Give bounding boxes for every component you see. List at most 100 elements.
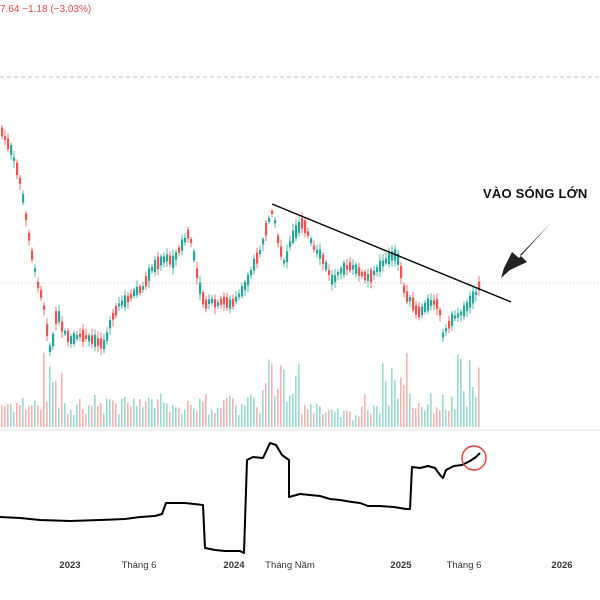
candle-body xyxy=(379,260,382,272)
candle-body xyxy=(76,335,79,339)
volume-bar xyxy=(268,359,270,427)
volume-bar xyxy=(388,405,390,427)
arrow-icon xyxy=(501,223,551,278)
candle-body xyxy=(61,321,64,332)
candle-body xyxy=(145,276,148,287)
candle-body xyxy=(130,293,133,299)
volume-bar xyxy=(379,412,381,427)
highlight-circle xyxy=(461,445,487,471)
candle-body xyxy=(172,255,175,269)
candle-body xyxy=(40,290,43,298)
volume-bar xyxy=(253,397,255,427)
candle-body xyxy=(115,305,118,316)
volume-bar xyxy=(316,403,318,427)
candle-body xyxy=(424,302,427,312)
candle-body xyxy=(475,291,478,295)
candle-body xyxy=(457,313,460,318)
volume-bar xyxy=(235,405,237,427)
volume-bar xyxy=(139,398,141,427)
volume-bar xyxy=(61,372,63,427)
candle-body xyxy=(4,136,7,140)
volume-bar xyxy=(7,404,9,427)
volume-bar xyxy=(394,380,396,427)
candle-body xyxy=(109,320,112,329)
volume-bar xyxy=(370,413,372,427)
candle-body xyxy=(67,330,70,342)
volume-bar xyxy=(175,407,177,427)
candle-body xyxy=(403,285,406,293)
candle-body xyxy=(64,330,67,335)
volume-bar xyxy=(310,404,312,427)
candle-body xyxy=(211,298,214,303)
volume-bar xyxy=(205,394,207,427)
volume-bar xyxy=(313,413,315,427)
candle-body xyxy=(16,162,19,176)
volume-bar xyxy=(217,407,219,427)
volume-bar xyxy=(109,399,111,427)
volume-bar xyxy=(145,401,147,427)
volume-bar xyxy=(97,405,99,427)
volume-bar xyxy=(238,414,240,427)
volume-bar xyxy=(418,403,420,427)
candle-body xyxy=(169,255,172,265)
volume-bar xyxy=(463,390,465,427)
candle-body xyxy=(289,241,292,248)
descending-trendline xyxy=(271,203,512,303)
candle-body xyxy=(52,333,55,347)
volume-bar xyxy=(373,405,375,427)
volume-bar xyxy=(40,409,42,427)
volume-bar xyxy=(10,404,12,427)
candle-body xyxy=(49,345,52,353)
volume-bar xyxy=(82,409,84,427)
volume-bar xyxy=(307,409,309,427)
candle-body xyxy=(178,247,181,253)
volume-bar xyxy=(283,369,285,427)
volume-bar xyxy=(451,396,453,427)
candle-body xyxy=(247,274,250,286)
candle-body xyxy=(133,289,136,297)
candle-body xyxy=(295,225,298,239)
candle-body xyxy=(319,249,322,259)
volume-bar xyxy=(349,411,351,427)
volume-bar xyxy=(229,395,231,427)
volume-bar xyxy=(106,398,108,427)
annotation-text: VÀO SÓNG LỚN xyxy=(483,186,588,201)
volume-bar xyxy=(466,406,468,427)
volume-bar xyxy=(319,406,321,427)
volume-bar xyxy=(67,413,69,427)
candle-body xyxy=(127,295,130,303)
volume-bar xyxy=(460,358,462,427)
volume-bar xyxy=(226,397,228,427)
volume-bar xyxy=(142,407,144,427)
candle-body xyxy=(202,292,205,305)
candle-body xyxy=(154,259,157,273)
x-tick-label: 2025 xyxy=(390,560,412,571)
candle-body xyxy=(85,335,88,339)
candle-body xyxy=(463,305,466,317)
volume-bar xyxy=(430,393,432,427)
volume-bar xyxy=(52,382,54,427)
volume-bar xyxy=(58,407,60,427)
volume-bar xyxy=(157,399,159,427)
indicator-line xyxy=(0,442,481,554)
candle-body xyxy=(28,232,31,241)
volume-bar xyxy=(340,417,342,427)
volume-bar xyxy=(358,416,360,427)
candle-body xyxy=(343,262,346,275)
candle-body xyxy=(136,286,139,296)
candle-body xyxy=(298,221,301,233)
volume-bar xyxy=(247,397,249,427)
volume-bar xyxy=(382,363,384,427)
candle-body xyxy=(220,298,223,305)
candle-body xyxy=(34,268,37,272)
volume-bar xyxy=(271,363,273,427)
volume-bar xyxy=(22,397,24,427)
volume-bar xyxy=(376,405,378,427)
candle-body xyxy=(217,302,220,307)
volume-bar xyxy=(427,404,429,427)
candle-body xyxy=(268,218,271,222)
candle-body xyxy=(43,305,46,310)
volume-bar xyxy=(121,398,123,427)
volume-bar xyxy=(334,411,336,427)
candle-body xyxy=(7,138,10,150)
